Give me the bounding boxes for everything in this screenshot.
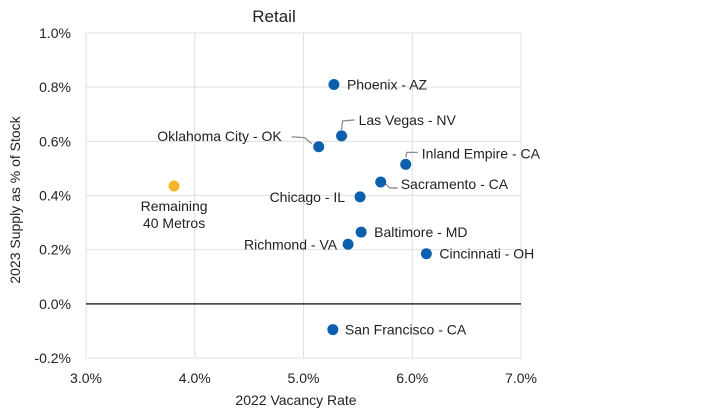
leader-line (405, 151, 418, 158)
y-axis-title: 2023 Supply as % of Stock (7, 115, 23, 283)
data-point (355, 226, 367, 238)
data-point (313, 141, 325, 153)
data-label: San Francisco - CA (345, 322, 467, 338)
data-label: Sacramento - CA (401, 176, 509, 192)
chart-title: Retail (252, 7, 295, 26)
y-tick-label: 0.4% (39, 188, 71, 204)
data-label: Richmond - VA (244, 236, 338, 252)
x-tick-label: 5.0% (288, 370, 320, 386)
data-label: Remaining 40 Metros (141, 198, 208, 231)
data-label: Oklahoma City - OK (157, 128, 282, 144)
data-label: Chicago - IL (270, 189, 346, 205)
x-tick-label: 4.0% (179, 370, 211, 386)
y-tick-label: -0.2% (34, 350, 71, 366)
x-axis-title: 2022 Vacancy Rate (235, 392, 356, 408)
y-tick-label: 0.0% (39, 296, 71, 312)
x-tick-label: 7.0% (505, 370, 537, 386)
y-tick-label: 0.6% (39, 133, 71, 149)
leader-line (340, 119, 355, 130)
data-labels: Phoenix - AZ Las Vegas - NV Oklahoma City … (141, 76, 541, 337)
leader-line (291, 136, 313, 145)
data-point (168, 180, 180, 192)
data-point (354, 191, 366, 203)
data-label: Inland Empire - CA (422, 145, 541, 161)
data-point (327, 324, 339, 336)
leader-lines (291, 119, 418, 189)
y-tick-label: 0.2% (39, 242, 71, 258)
data-label: Las Vegas - NV (359, 112, 457, 128)
data-label: Cincinnati - OH (439, 246, 534, 262)
data-point (342, 238, 354, 250)
y-tick-label: 1.0% (39, 25, 71, 41)
x-tick-label: 3.0% (70, 370, 102, 386)
data-point (328, 78, 340, 90)
data-point (400, 158, 412, 170)
x-tick-label: 6.0% (396, 370, 428, 386)
data-label: Phoenix - AZ (347, 76, 428, 92)
data-points (168, 78, 432, 336)
data-point (420, 248, 432, 260)
data-point (336, 130, 348, 142)
data-point (375, 176, 387, 188)
axes: 3.0% 4.0% 5.0% 6.0% 7.0% 1.0% 0.8% 0.6% 0.4% 0.2%… (34, 25, 537, 386)
data-label: Baltimore - MD (374, 224, 467, 240)
y-tick-label: 0.8% (39, 79, 71, 95)
leader-line (385, 183, 398, 189)
